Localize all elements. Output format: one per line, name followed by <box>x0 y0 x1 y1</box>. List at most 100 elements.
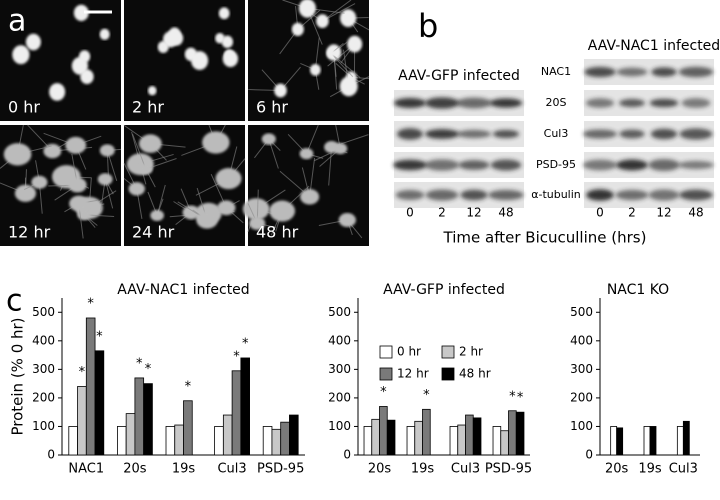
cell <box>215 168 242 190</box>
bar <box>414 420 423 456</box>
cell <box>299 148 314 160</box>
row-label: 20S <box>546 96 567 109</box>
significance: * <box>96 329 103 344</box>
cell <box>326 48 336 58</box>
band <box>648 159 680 171</box>
bar <box>77 386 87 456</box>
legend-swatch <box>441 345 455 359</box>
cell <box>147 86 157 96</box>
y-tick-label: 300 <box>570 362 593 376</box>
cell <box>339 76 358 97</box>
band <box>458 160 490 170</box>
cell <box>310 63 321 76</box>
cells <box>12 4 110 101</box>
neurite <box>132 133 147 170</box>
y-tick-label: 0 <box>343 448 351 462</box>
x-tick-label: 19s <box>411 462 435 477</box>
band <box>582 129 618 139</box>
image-label: 0 hr <box>8 98 40 117</box>
cell <box>274 83 287 98</box>
significance: * <box>79 365 86 380</box>
cell <box>340 9 357 28</box>
bar <box>68 426 78 456</box>
cell <box>202 131 230 154</box>
bar <box>231 370 242 456</box>
band <box>584 66 616 78</box>
cell <box>333 142 348 155</box>
x-axis-label: Time after Bicuculline (hrs) <box>443 229 647 247</box>
band <box>457 129 491 139</box>
band <box>425 97 459 109</box>
legend-label: 12 hr <box>397 367 429 381</box>
band <box>425 129 459 139</box>
y-tick-label: 0 <box>47 448 55 462</box>
y-tick-label: 100 <box>32 419 55 433</box>
cell <box>43 143 62 159</box>
cell <box>217 200 236 216</box>
band <box>395 190 425 200</box>
lane-label: 48 <box>498 206 513 220</box>
bar <box>94 350 105 456</box>
cell <box>300 189 320 205</box>
cell <box>99 144 115 157</box>
band <box>679 128 713 140</box>
cell <box>97 173 113 186</box>
bar <box>643 426 651 456</box>
y-axis-label: Protein (% 0 hr) <box>9 317 27 435</box>
lane-label: 48 <box>688 206 703 220</box>
cell <box>242 198 270 220</box>
cell <box>338 213 356 228</box>
bar <box>117 426 127 456</box>
cell <box>12 45 30 65</box>
band <box>393 98 427 108</box>
cell <box>261 133 276 145</box>
band <box>619 98 645 108</box>
y-tick-label: 400 <box>32 333 55 347</box>
cell <box>298 0 316 18</box>
band <box>425 189 459 201</box>
cell <box>14 184 37 202</box>
lane-label: 2 <box>438 206 446 220</box>
cells <box>147 7 239 96</box>
legend-swatch <box>441 367 455 381</box>
image-label: 2 hr <box>132 98 164 117</box>
band <box>488 189 524 201</box>
row-label: PSD-95 <box>536 158 576 171</box>
significance: * <box>136 356 143 371</box>
cell <box>25 33 41 51</box>
blot-title: AAV-GFP infected <box>398 68 520 84</box>
cell <box>184 47 197 62</box>
legend-label: 2 hr <box>459 345 483 359</box>
y-tick-label: 500 <box>570 305 593 319</box>
y-tick-label: 200 <box>328 390 351 404</box>
panel-label: b <box>418 7 438 45</box>
cells <box>248 0 370 98</box>
band <box>650 128 678 140</box>
image-label: 12 hr <box>8 223 51 242</box>
row-label: α-tubulin <box>531 188 581 201</box>
bar <box>289 414 299 456</box>
cell <box>347 35 363 53</box>
significance: * <box>233 349 240 364</box>
band <box>615 189 649 201</box>
x-tick-label: Cul3 <box>669 462 698 477</box>
y-tick-label: 300 <box>32 362 55 376</box>
band <box>616 67 648 77</box>
significance: * <box>509 389 516 404</box>
y-tick-label: 500 <box>32 305 55 319</box>
legend-swatch <box>379 367 393 381</box>
lane-label: 0 <box>406 206 414 220</box>
y-tick-label: 200 <box>570 390 593 404</box>
lane-label: 12 <box>656 206 671 220</box>
lane-label: 0 <box>596 206 604 220</box>
bar <box>515 411 525 456</box>
band <box>393 159 427 171</box>
bar <box>649 426 657 456</box>
cell <box>269 200 296 222</box>
bar <box>492 426 502 456</box>
bar <box>616 427 624 456</box>
cell <box>49 83 66 101</box>
cell <box>139 163 153 175</box>
cell <box>73 4 89 22</box>
